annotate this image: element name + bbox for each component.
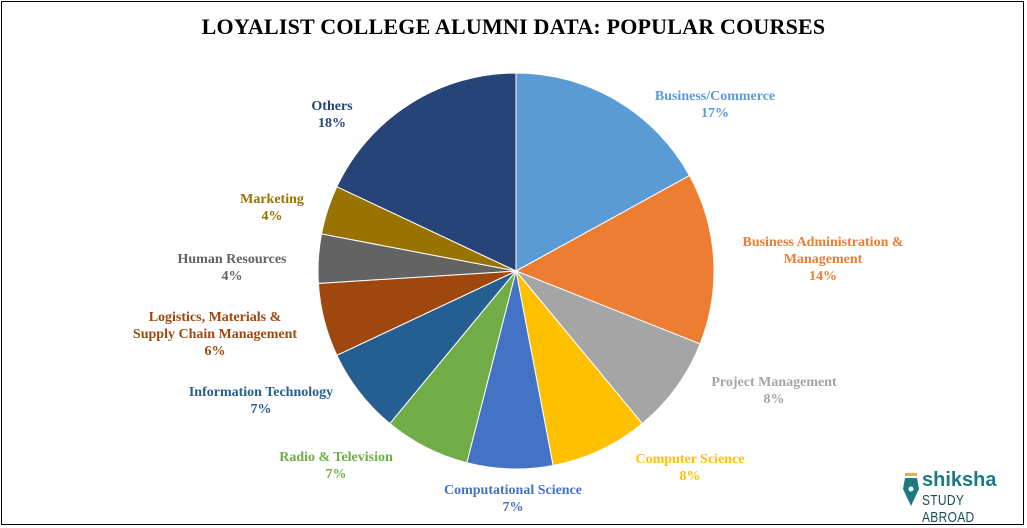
- label-text: Information Technology: [188, 385, 334, 400]
- label-value: 4%: [221, 269, 243, 284]
- label-text: Project Management: [711, 375, 837, 390]
- label-value: 6%: [204, 344, 226, 359]
- label-text: Computational Science: [443, 483, 583, 498]
- label-text: Computer Science: [635, 452, 745, 467]
- label-value: 8%: [679, 469, 701, 484]
- label-value: 7%: [325, 467, 347, 482]
- label-information-technology: Information Technology 7%: [189, 384, 333, 418]
- label-others: Others 18%: [311, 98, 352, 132]
- label-value: 7%: [502, 500, 524, 515]
- label-value: 17%: [700, 106, 729, 121]
- logo-name: shiksha: [922, 469, 997, 491]
- label-text: Supply Chain Management: [132, 327, 298, 342]
- label-value: 14%: [808, 269, 837, 284]
- label-text: Others: [311, 99, 353, 114]
- label-value: 7%: [250, 402, 272, 417]
- label-value: 4%: [261, 209, 283, 224]
- pie-slice-business-commerce: [515, 72, 691, 272]
- pie-slice-business-administration-management: [514, 174, 715, 345]
- label-text: Logistics, Materials &: [148, 310, 282, 325]
- logo-subtitle: STUDY ABROAD: [922, 492, 975, 526]
- pie-slice-others: [336, 72, 517, 272]
- label-computer-science: Computer Science 8%: [636, 451, 745, 485]
- label-text: Management: [783, 252, 863, 267]
- label-marketing: Marketing 4%: [240, 191, 304, 225]
- chart-title: LOYALIST COLLEGE ALUMNI DATA: POPULAR CO…: [201, 14, 826, 39]
- shiksha-logo: shiksha STUDY ABROAD: [902, 469, 1012, 526]
- label-value: 18%: [318, 116, 346, 131]
- pen-nib-icon: [903, 473, 919, 506]
- label-business-commerce: Business/Commerce 17%: [655, 88, 775, 122]
- label-text: Business/Commerce: [654, 89, 776, 104]
- label-logistics: Logistics, Materials & Supply Chain Manag…: [133, 309, 297, 360]
- label-text: Marketing: [240, 192, 304, 207]
- pie-slice-project-management: [515, 270, 701, 425]
- label-radio-television: Radio & Television 7%: [279, 449, 393, 483]
- label-value: 8%: [763, 392, 785, 407]
- label-text: Business Administration &: [742, 235, 904, 250]
- label-text: Radio & Television: [279, 450, 393, 465]
- label-project-management: Project Management 8%: [711, 374, 836, 408]
- label-text: Human Resources: [177, 252, 287, 267]
- label-computational-science: Computational Science 7%: [444, 482, 582, 516]
- label-human-resources: Human Resources 4%: [177, 251, 286, 285]
- label-business-administration: Business Administration & Management 14%: [742, 234, 903, 285]
- pie-slice-computer-science: [515, 270, 643, 467]
